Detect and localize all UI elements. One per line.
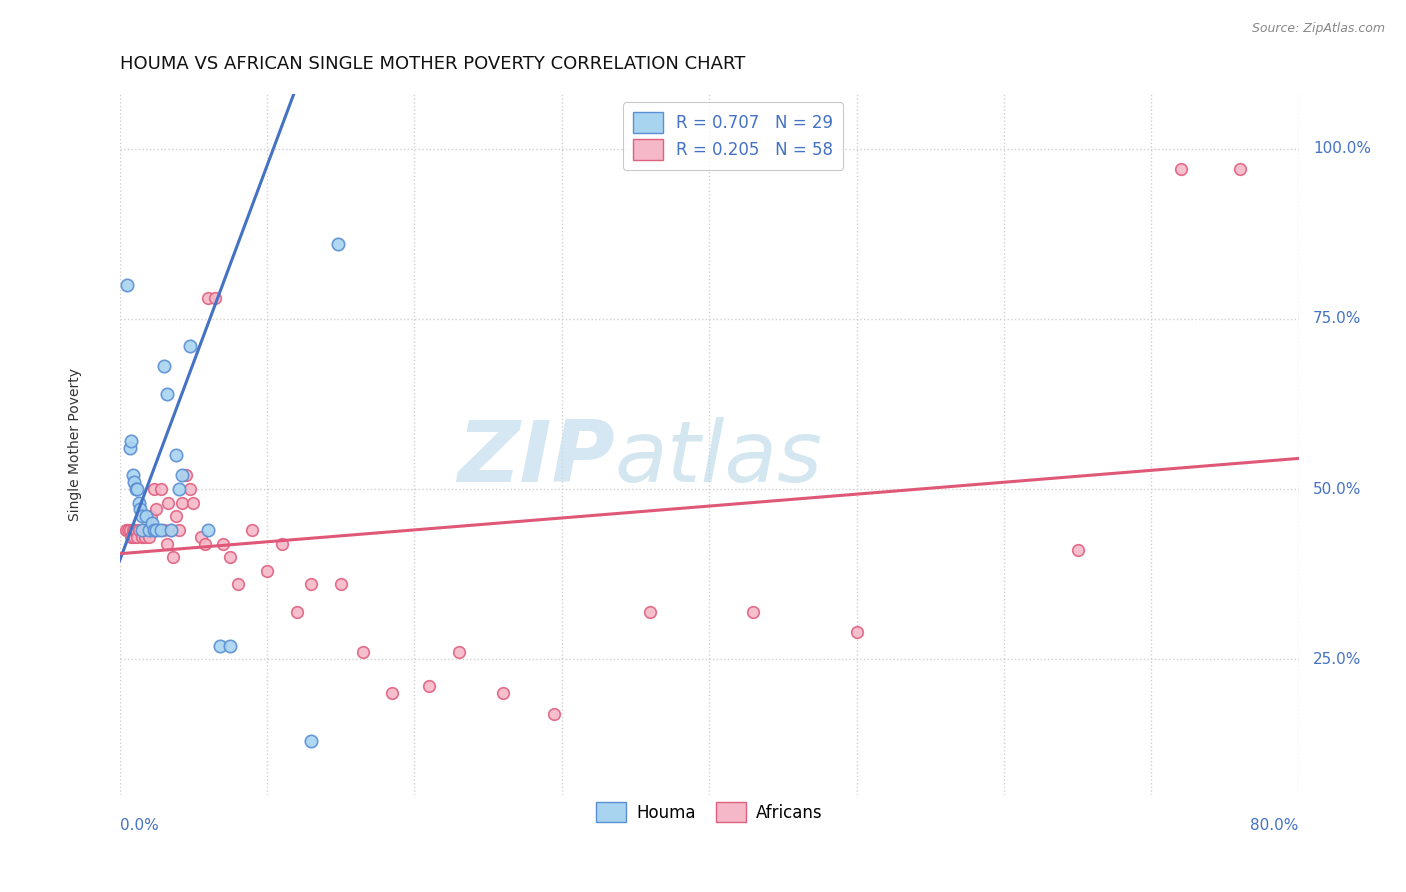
- Point: [845, 625, 868, 640]
- Point: [219, 550, 242, 565]
- Point: [167, 523, 190, 537]
- Point: [352, 645, 374, 659]
- Point: [240, 523, 263, 537]
- Point: [170, 468, 193, 483]
- Point: [170, 496, 193, 510]
- Text: 50.0%: 50.0%: [1313, 482, 1361, 497]
- Text: 100.0%: 100.0%: [1313, 141, 1371, 156]
- Point: [142, 523, 165, 537]
- Point: [124, 523, 146, 537]
- Point: [115, 277, 138, 292]
- Point: [141, 523, 163, 537]
- Text: 0.0%: 0.0%: [120, 818, 159, 833]
- Text: 25.0%: 25.0%: [1313, 652, 1361, 666]
- Point: [219, 639, 242, 653]
- Point: [270, 536, 292, 550]
- Point: [149, 523, 172, 537]
- Point: [153, 523, 176, 537]
- Point: [1170, 162, 1192, 177]
- Point: [197, 292, 219, 306]
- Point: [124, 475, 146, 490]
- Point: [145, 523, 167, 537]
- Point: [447, 645, 470, 659]
- Point: [165, 509, 187, 524]
- Text: HOUMA VS AFRICAN SINGLE MOTHER POVERTY CORRELATION CHART: HOUMA VS AFRICAN SINGLE MOTHER POVERTY C…: [120, 55, 745, 73]
- Legend: Houma, Africans: Houma, Africans: [589, 796, 830, 830]
- Point: [145, 502, 167, 516]
- Point: [179, 482, 201, 496]
- Point: [183, 496, 205, 510]
- Point: [131, 523, 153, 537]
- Point: [190, 530, 212, 544]
- Point: [134, 530, 156, 544]
- Point: [122, 523, 145, 537]
- Point: [194, 536, 217, 550]
- Point: [118, 523, 141, 537]
- Point: [124, 530, 146, 544]
- Point: [156, 386, 179, 401]
- Point: [285, 605, 308, 619]
- Point: [299, 734, 322, 748]
- Point: [157, 496, 180, 510]
- Point: [131, 530, 153, 544]
- Point: [131, 509, 153, 524]
- Point: [114, 523, 136, 537]
- Point: [167, 482, 190, 496]
- Point: [197, 523, 219, 537]
- Point: [174, 468, 197, 483]
- Text: atlas: atlas: [614, 417, 823, 500]
- Point: [149, 482, 172, 496]
- Point: [143, 523, 166, 537]
- Point: [640, 605, 662, 619]
- Text: Source: ZipAtlas.com: Source: ZipAtlas.com: [1251, 22, 1385, 36]
- Point: [139, 509, 162, 524]
- Point: [120, 434, 142, 449]
- Point: [117, 523, 139, 537]
- Point: [179, 339, 201, 353]
- Point: [135, 523, 157, 537]
- Point: [148, 523, 170, 537]
- Point: [162, 550, 184, 565]
- Point: [160, 523, 183, 537]
- Point: [118, 441, 141, 455]
- Text: Single Mother Poverty: Single Mother Poverty: [67, 368, 82, 521]
- Point: [156, 536, 179, 550]
- Point: [141, 516, 163, 530]
- Point: [1229, 162, 1251, 177]
- Point: [138, 523, 160, 537]
- Point: [138, 530, 160, 544]
- Point: [381, 686, 404, 700]
- Point: [125, 523, 148, 537]
- Text: ZIP: ZIP: [457, 417, 614, 500]
- Point: [127, 482, 149, 496]
- Point: [256, 564, 278, 578]
- Point: [211, 536, 233, 550]
- Point: [128, 523, 150, 537]
- Point: [160, 523, 183, 537]
- Point: [326, 236, 349, 251]
- Point: [226, 577, 249, 591]
- Point: [132, 523, 155, 537]
- Point: [153, 359, 176, 374]
- Point: [120, 530, 142, 544]
- Point: [208, 639, 231, 653]
- Point: [742, 605, 765, 619]
- Point: [329, 577, 352, 591]
- Point: [135, 509, 157, 524]
- Point: [165, 448, 187, 462]
- Point: [1067, 543, 1090, 558]
- Point: [418, 680, 440, 694]
- Point: [127, 530, 149, 544]
- Point: [204, 292, 226, 306]
- Point: [543, 706, 565, 721]
- Point: [492, 686, 515, 700]
- Point: [122, 468, 145, 483]
- Point: [142, 482, 165, 496]
- Text: 80.0%: 80.0%: [1250, 818, 1299, 833]
- Point: [299, 577, 322, 591]
- Text: 75.0%: 75.0%: [1313, 311, 1361, 326]
- Point: [125, 482, 148, 496]
- Point: [129, 502, 152, 516]
- Point: [128, 496, 150, 510]
